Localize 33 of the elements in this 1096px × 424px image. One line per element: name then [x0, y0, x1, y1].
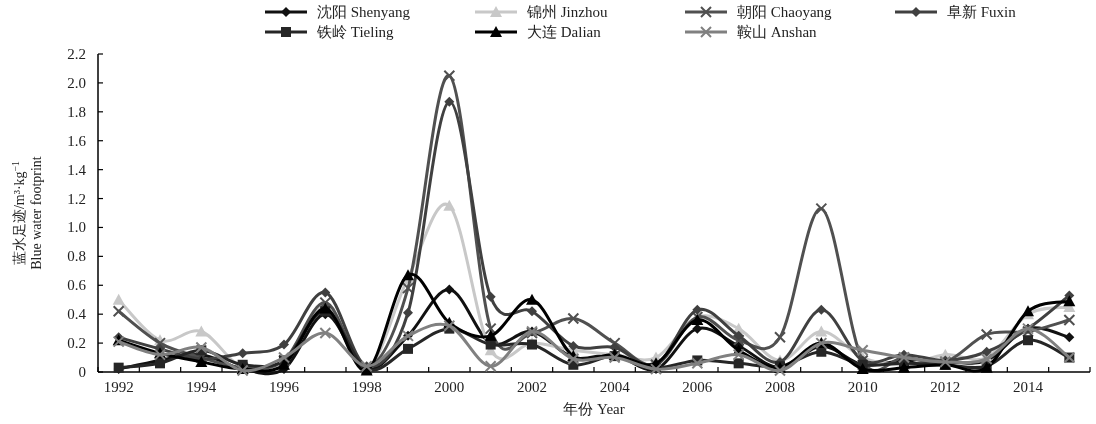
x-tick-label: 1994 — [186, 379, 217, 395]
x-tick-label: 2000 — [434, 379, 465, 395]
legend-label: 朝阳 Chaoyang — [737, 4, 833, 20]
x-tick-label: 2012 — [930, 379, 961, 395]
y-tick-label: 0 — [78, 364, 86, 380]
y-tick-label: 0.6 — [67, 277, 87, 294]
legend-label: 铁岭 Tieling — [316, 24, 395, 40]
y-tick-label: 0.4 — [67, 306, 87, 323]
legend-label: 阜新 Fuxin — [947, 4, 1017, 20]
y-tick-label: 0.2 — [67, 335, 86, 352]
y-tick-label: 1.4 — [67, 161, 87, 178]
y-tick-label: 1.8 — [67, 103, 86, 120]
y-tick-label: 1.2 — [67, 190, 86, 207]
y-tick-label: 1.6 — [67, 132, 87, 149]
legend-label: 沈阳 Shenyang — [317, 4, 411, 20]
legend-label: 大连 Dalian — [527, 24, 602, 40]
x-tick-label: 2014 — [1013, 379, 1044, 395]
legend-label: 鞍山 Anshan — [737, 24, 818, 40]
x-tick-label: 2006 — [682, 379, 713, 395]
y-tick-label: 2.0 — [67, 74, 86, 91]
x-tick-label: 2004 — [599, 379, 631, 395]
x-tick-label: 2008 — [765, 379, 795, 395]
x-tick-label: 2002 — [517, 379, 547, 395]
y-tick-label: 0.8 — [67, 248, 86, 265]
y-tick-label: 1.0 — [67, 219, 86, 236]
x-tick-label: 1996 — [269, 379, 300, 395]
y-axis-title: 蓝水足迹/m³·kg$^{−1}$ Blue water footprint — [9, 156, 44, 270]
x-axis-title: 年份 Year — [563, 401, 625, 417]
x-tick-label: 1998 — [351, 379, 382, 395]
x-tick-label: 2010 — [847, 379, 878, 395]
y-tick-label: 2.2 — [67, 46, 86, 62]
x-tick-label: 1992 — [103, 379, 134, 395]
legend-label: 锦州 Jinzhou — [526, 4, 608, 20]
